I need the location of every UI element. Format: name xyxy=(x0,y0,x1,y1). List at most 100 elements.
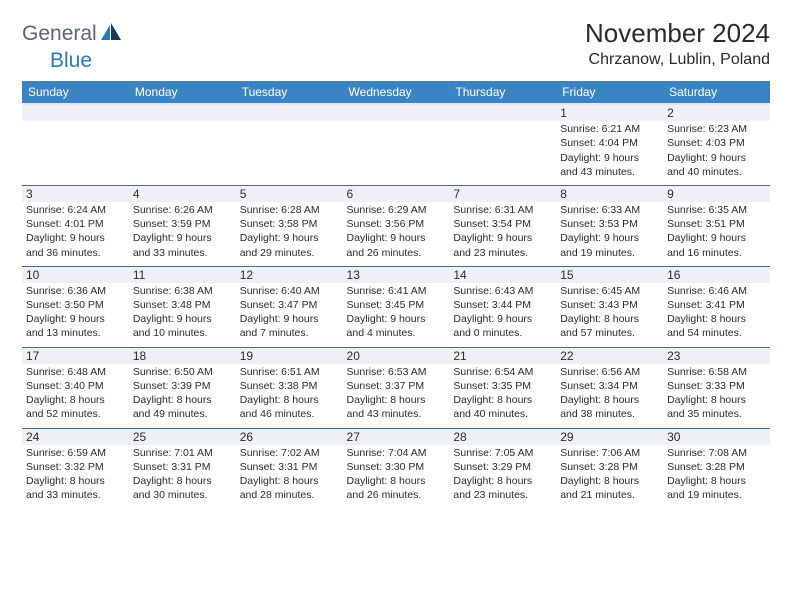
calendar-day-cell: 28Sunrise: 7:05 AMSunset: 3:29 PMDayligh… xyxy=(449,428,556,508)
daylight-line2: and 13 minutes. xyxy=(26,326,125,340)
sunrise-line: Sunrise: 6:21 AM xyxy=(560,122,659,136)
sunset-line: Sunset: 3:47 PM xyxy=(240,298,339,312)
calendar-day-cell: 11Sunrise: 6:38 AMSunset: 3:48 PMDayligh… xyxy=(129,266,236,347)
sunrise-line: Sunrise: 6:40 AM xyxy=(240,284,339,298)
weekday-header-row: SundayMondayTuesdayWednesdayThursdayFrid… xyxy=(22,81,770,104)
daylight-line1: Daylight: 8 hours xyxy=(667,474,766,488)
sunrise-line: Sunrise: 6:33 AM xyxy=(560,203,659,217)
daylight-line1: Daylight: 8 hours xyxy=(453,474,552,488)
daylight-line1: Daylight: 9 hours xyxy=(667,151,766,165)
daylight-line1: Daylight: 9 hours xyxy=(240,231,339,245)
sunrise-line: Sunrise: 7:08 AM xyxy=(667,446,766,460)
day-number: 30 xyxy=(663,429,770,445)
sunset-line: Sunset: 3:54 PM xyxy=(453,217,552,231)
sunset-line: Sunset: 3:32 PM xyxy=(26,460,125,474)
daylight-line2: and 28 minutes. xyxy=(240,488,339,502)
sunrise-line: Sunrise: 6:43 AM xyxy=(453,284,552,298)
daylight-line2: and 38 minutes. xyxy=(560,407,659,421)
day-number: 22 xyxy=(556,348,663,364)
sunrise-line: Sunrise: 6:31 AM xyxy=(453,203,552,217)
day-number-empty xyxy=(22,105,129,121)
sunset-line: Sunset: 3:28 PM xyxy=(560,460,659,474)
daylight-line2: and 40 minutes. xyxy=(453,407,552,421)
daylight-line1: Daylight: 9 hours xyxy=(26,312,125,326)
sunrise-line: Sunrise: 6:51 AM xyxy=(240,365,339,379)
calendar-day-cell: 24Sunrise: 6:59 AMSunset: 3:32 PMDayligh… xyxy=(22,428,129,508)
daylight-line2: and 49 minutes. xyxy=(133,407,232,421)
daylight-line2: and 29 minutes. xyxy=(240,246,339,260)
calendar-body: 1Sunrise: 6:21 AMSunset: 4:04 PMDaylight… xyxy=(22,104,770,508)
sunset-line: Sunset: 3:35 PM xyxy=(453,379,552,393)
sunset-line: Sunset: 3:33 PM xyxy=(667,379,766,393)
day-number: 16 xyxy=(663,267,770,283)
day-number: 27 xyxy=(343,429,450,445)
sunset-line: Sunset: 3:37 PM xyxy=(347,379,446,393)
calendar-day-cell xyxy=(129,104,236,185)
sunset-line: Sunset: 3:56 PM xyxy=(347,217,446,231)
calendar-day-cell: 10Sunrise: 6:36 AMSunset: 3:50 PMDayligh… xyxy=(22,266,129,347)
calendar-day-cell: 22Sunrise: 6:56 AMSunset: 3:34 PMDayligh… xyxy=(556,347,663,428)
daylight-line1: Daylight: 8 hours xyxy=(26,393,125,407)
calendar-day-cell: 4Sunrise: 6:26 AMSunset: 3:59 PMDaylight… xyxy=(129,185,236,266)
calendar-week-row: 1Sunrise: 6:21 AMSunset: 4:04 PMDaylight… xyxy=(22,104,770,185)
day-number: 18 xyxy=(129,348,236,364)
day-number: 26 xyxy=(236,429,343,445)
daylight-line2: and 43 minutes. xyxy=(560,165,659,179)
day-number: 1 xyxy=(556,105,663,121)
day-number-empty xyxy=(449,105,556,121)
sunrise-line: Sunrise: 6:41 AM xyxy=(347,284,446,298)
sunrise-line: Sunrise: 7:01 AM xyxy=(133,446,232,460)
weekday-header: Thursday xyxy=(449,81,556,104)
daylight-line2: and 16 minutes. xyxy=(667,246,766,260)
day-number: 29 xyxy=(556,429,663,445)
calendar-day-cell: 20Sunrise: 6:53 AMSunset: 3:37 PMDayligh… xyxy=(343,347,450,428)
day-number: 25 xyxy=(129,429,236,445)
calendar-day-cell: 16Sunrise: 6:46 AMSunset: 3:41 PMDayligh… xyxy=(663,266,770,347)
sunrise-line: Sunrise: 6:35 AM xyxy=(667,203,766,217)
day-number: 21 xyxy=(449,348,556,364)
sunrise-line: Sunrise: 7:04 AM xyxy=(347,446,446,460)
day-number: 15 xyxy=(556,267,663,283)
calendar-day-cell: 21Sunrise: 6:54 AMSunset: 3:35 PMDayligh… xyxy=(449,347,556,428)
daylight-line2: and 33 minutes. xyxy=(133,246,232,260)
daylight-line1: Daylight: 8 hours xyxy=(560,474,659,488)
daylight-line1: Daylight: 8 hours xyxy=(133,393,232,407)
calendar-day-cell: 3Sunrise: 6:24 AMSunset: 4:01 PMDaylight… xyxy=(22,185,129,266)
sunrise-line: Sunrise: 6:23 AM xyxy=(667,122,766,136)
daylight-line2: and 52 minutes. xyxy=(26,407,125,421)
sunrise-line: Sunrise: 6:56 AM xyxy=(560,365,659,379)
day-number: 2 xyxy=(663,105,770,121)
sunrise-line: Sunrise: 6:36 AM xyxy=(26,284,125,298)
sunrise-line: Sunrise: 6:50 AM xyxy=(133,365,232,379)
daylight-line1: Daylight: 8 hours xyxy=(560,312,659,326)
day-number: 9 xyxy=(663,186,770,202)
daylight-line2: and 26 minutes. xyxy=(347,246,446,260)
sunrise-line: Sunrise: 7:06 AM xyxy=(560,446,659,460)
logo-word2: Blue xyxy=(50,49,92,73)
day-number: 12 xyxy=(236,267,343,283)
logo-sail-icon xyxy=(101,23,123,46)
calendar-day-cell: 6Sunrise: 6:29 AMSunset: 3:56 PMDaylight… xyxy=(343,185,450,266)
calendar-week-row: 3Sunrise: 6:24 AMSunset: 4:01 PMDaylight… xyxy=(22,185,770,266)
calendar-page: General November 2024 Chrzanow, Lublin, … xyxy=(0,0,792,518)
day-number: 6 xyxy=(343,186,450,202)
sunset-line: Sunset: 3:45 PM xyxy=(347,298,446,312)
sunrise-line: Sunrise: 6:53 AM xyxy=(347,365,446,379)
day-number: 10 xyxy=(22,267,129,283)
sunset-line: Sunset: 3:41 PM xyxy=(667,298,766,312)
daylight-line2: and 23 minutes. xyxy=(453,246,552,260)
daylight-line1: Daylight: 8 hours xyxy=(347,393,446,407)
sunset-line: Sunset: 3:29 PM xyxy=(453,460,552,474)
daylight-line1: Daylight: 8 hours xyxy=(347,474,446,488)
day-number-empty xyxy=(129,105,236,121)
calendar-day-cell: 1Sunrise: 6:21 AMSunset: 4:04 PMDaylight… xyxy=(556,104,663,185)
weekday-header: Tuesday xyxy=(236,81,343,104)
daylight-line1: Daylight: 9 hours xyxy=(560,151,659,165)
daylight-line2: and 19 minutes. xyxy=(560,246,659,260)
day-number: 4 xyxy=(129,186,236,202)
sunrise-line: Sunrise: 6:28 AM xyxy=(240,203,339,217)
calendar-week-row: 24Sunrise: 6:59 AMSunset: 3:32 PMDayligh… xyxy=(22,428,770,508)
day-number: 19 xyxy=(236,348,343,364)
daylight-line2: and 10 minutes. xyxy=(133,326,232,340)
sunset-line: Sunset: 4:01 PM xyxy=(26,217,125,231)
